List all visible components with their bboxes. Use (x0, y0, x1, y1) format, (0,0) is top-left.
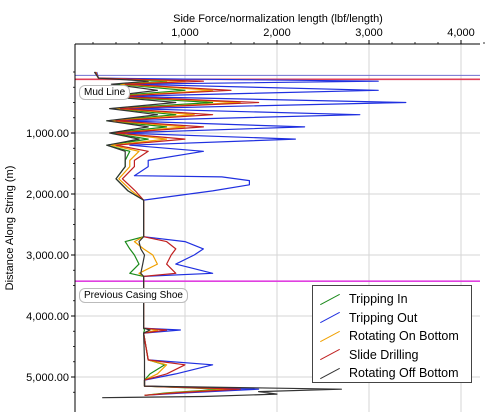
legend-label: Rotating Off Bottom (349, 366, 459, 381)
legend-label: Tripping Out (349, 310, 418, 325)
legend: Tripping In Tripping Out Rotating On Botto… (312, 285, 472, 383)
legend-label: Tripping In (349, 292, 408, 307)
legend-label: Rotating On Bottom (349, 329, 459, 344)
x-tick-label: 4,000 (447, 27, 475, 39)
legend-swatch (320, 330, 340, 342)
legend-entry: Rotating Off Bottom (319, 364, 471, 383)
y-tick-label: 3,000.00 (26, 250, 69, 262)
x-axis-ticks: 1,000 2,000 3,000 4,000 (92, 27, 485, 44)
x-tick-label: 1,000 (171, 27, 199, 39)
y-tick-label: 4,000.00 (26, 311, 69, 323)
series-lines (93, 71, 407, 399)
y-tick-label: 1,000.00 (26, 128, 69, 140)
series-line (94, 71, 260, 396)
x-tick-label: 3,000 (355, 27, 383, 39)
x-axis-title: Side Force/normalization length (lbf/len… (173, 13, 383, 25)
legend-entry: Rotating On Bottom (319, 327, 471, 346)
y-tick-label: 2,000.00 (26, 189, 69, 201)
x-tick-label: 2,000 (263, 27, 291, 39)
series-line (96, 71, 407, 396)
legend-swatch (320, 349, 340, 361)
legend-swatch (320, 367, 340, 379)
y-axis-title: Distance Along String (m) (4, 166, 16, 291)
marker-label: Previous Casing Shoe (79, 288, 188, 304)
marker-label: Mud Line (79, 85, 131, 101)
legend-entry: Slide Drilling (319, 346, 471, 365)
plot-area (74, 43, 480, 412)
legend-entries: Tripping In Tripping Out Rotating On Botto… (319, 290, 471, 383)
legend-entry: Tripping In (319, 290, 471, 309)
legend-entry: Tripping Out (319, 309, 471, 328)
series-line (93, 71, 342, 399)
legend-swatch (320, 293, 340, 305)
legend-label: Slide Drilling (349, 347, 419, 362)
y-axis-ticks: 1,000.00 2,000.00 3,000.00 4,000.00 5,000.00 (26, 71, 75, 393)
legend-swatch (320, 312, 340, 324)
y-tick-label: 5,000.00 (26, 372, 69, 384)
series-line (95, 71, 241, 396)
